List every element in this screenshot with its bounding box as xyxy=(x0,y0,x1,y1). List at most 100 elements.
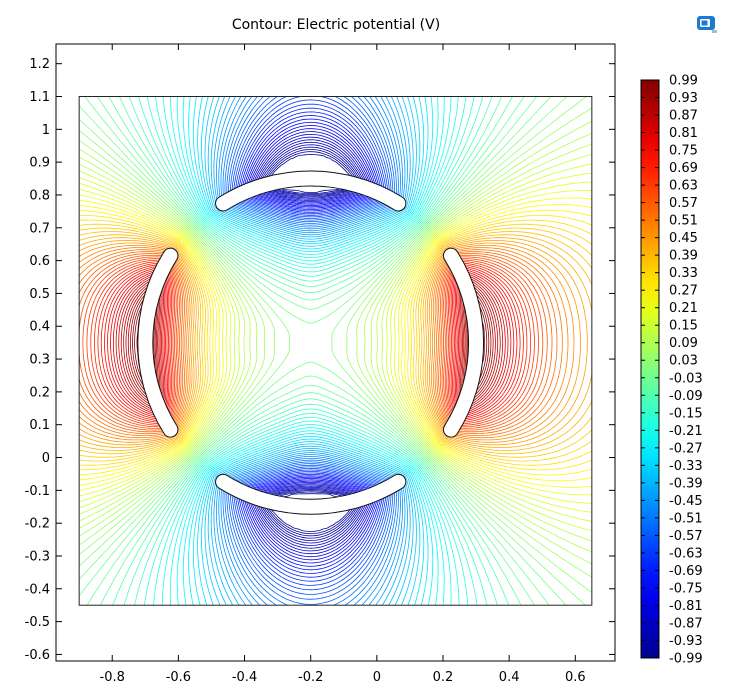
colorbar-tick-label: -0.57 xyxy=(669,529,703,544)
contour-line xyxy=(79,237,592,448)
colorbar-tick-label: -0.21 xyxy=(669,424,703,439)
colorbar-tick-label: -0.69 xyxy=(669,564,703,579)
y-tick-label: 0.4 xyxy=(29,320,50,335)
y-tick-label: -0.4 xyxy=(25,582,50,597)
contour-line xyxy=(79,143,592,542)
colorbar-tick-label: 0.51 xyxy=(669,214,698,229)
contour-line xyxy=(79,240,588,446)
contour-line xyxy=(90,261,531,425)
contour-line xyxy=(134,291,488,395)
colorbar-tick-label: -0.63 xyxy=(669,546,703,561)
contour-line xyxy=(79,181,592,504)
contour-line xyxy=(79,154,592,532)
contour-line xyxy=(204,96,417,606)
chart-title: Contour: Electric potential (V) xyxy=(231,17,441,33)
contour-line xyxy=(188,96,434,606)
contour-line xyxy=(112,96,510,606)
contour-line xyxy=(79,204,592,482)
colorbar-tick-label: 0.57 xyxy=(669,196,698,211)
colorbar-tick-label: 0.03 xyxy=(669,354,698,369)
contour-line xyxy=(79,96,586,606)
electrodes xyxy=(137,170,485,515)
y-tick-label: 0.3 xyxy=(29,353,50,368)
x-tick-label: -0.4 xyxy=(232,670,257,685)
graphics-window-icon[interactable] xyxy=(694,12,720,36)
colorbar-tick-label: 0.99 xyxy=(669,74,698,89)
contour-line xyxy=(104,266,518,419)
contour-line xyxy=(256,141,366,544)
colorbar-tick-label: 0.39 xyxy=(669,249,698,264)
y-axis-ticks: 1.2 1.1 1 0.9 0.8 0.7 0.6 0.5 0.4 0.3 0.2 0.1 0 -0.1 -… xyxy=(25,57,615,663)
y-tick-label: -0.1 xyxy=(25,484,50,499)
contour-line xyxy=(176,96,445,606)
x-tick-label: 0.2 xyxy=(433,670,454,685)
contour-line xyxy=(216,96,406,606)
y-tick-label: -0.6 xyxy=(25,648,50,663)
contour-line xyxy=(143,96,478,606)
contour-line xyxy=(79,96,592,593)
colorbar-tick-label: 0.87 xyxy=(669,109,698,124)
x-tick-label: -0.6 xyxy=(166,670,191,685)
contour-line xyxy=(79,197,592,488)
contour-line xyxy=(207,96,414,606)
y-tick-label: 1.1 xyxy=(29,90,50,105)
colorbar-tick-label: -0.09 xyxy=(669,389,703,404)
colorbar-tick-label: 0.21 xyxy=(669,301,698,316)
axes-frame xyxy=(55,43,616,662)
contour-line xyxy=(169,96,452,606)
colorbar: 0.99 0.93 0.87 0.81 0.75 0.69 0.63 0.57 0.51 0.45… xyxy=(640,74,703,667)
contour-line xyxy=(79,223,592,462)
colorbar-tick-label: 0.27 xyxy=(669,284,698,299)
contour-line xyxy=(79,234,592,451)
x-tick-label: -0.2 xyxy=(298,670,323,685)
y-tick-label: 0.2 xyxy=(29,385,50,400)
contour-line xyxy=(97,263,524,422)
contour-line xyxy=(218,96,403,606)
y-tick-label: 0.5 xyxy=(29,287,50,302)
colorbar-tick-label: -0.03 xyxy=(669,371,703,386)
contour-line xyxy=(210,96,411,606)
colorbar-tick-label: 0.75 xyxy=(669,144,698,159)
contour-line xyxy=(79,107,592,578)
y-tick-label: 0.8 xyxy=(29,188,50,203)
colorbar-tick-label: 0.93 xyxy=(669,91,698,106)
y-tick-label: 0.9 xyxy=(29,156,50,171)
contour-line xyxy=(261,149,360,537)
contour-line xyxy=(79,209,592,476)
x-tick-label: -0.8 xyxy=(100,670,125,685)
contour-line xyxy=(153,96,469,606)
contour-line xyxy=(213,96,408,606)
colorbar-tick-label: 0.33 xyxy=(669,266,698,281)
colorbar-tick-label: -0.45 xyxy=(669,494,703,509)
colorbar-tick-label: 0.63 xyxy=(669,179,698,194)
y-tick-label: -0.5 xyxy=(25,615,50,630)
colorbar-tick-label: -0.87 xyxy=(669,616,703,631)
colorbar-tick-label: -0.33 xyxy=(669,459,703,474)
colorbar-tick-label: -0.27 xyxy=(669,441,703,456)
contour-line xyxy=(79,96,567,606)
colorbar-tick-label: -0.15 xyxy=(669,406,703,421)
contour-line xyxy=(201,96,421,606)
contour-line xyxy=(161,96,460,606)
contour-line xyxy=(79,215,592,471)
x-tick-label: 0 xyxy=(373,670,381,685)
contour-line xyxy=(94,262,528,423)
contour-line xyxy=(79,231,592,455)
x-tick-label: 0.6 xyxy=(565,670,586,685)
y-tick-label: 1 xyxy=(42,123,50,138)
y-tick-label: 0 xyxy=(42,451,50,466)
contour-line xyxy=(123,96,498,606)
y-tick-label: 1.2 xyxy=(29,57,50,72)
contour-line xyxy=(79,227,592,458)
colorbar-tick-label: 0.69 xyxy=(669,161,698,176)
contour-line xyxy=(79,253,553,433)
contour-line xyxy=(228,96,394,605)
contour-line xyxy=(229,96,392,600)
x-tick-label: 0.4 xyxy=(499,670,520,685)
contour-line xyxy=(79,132,592,553)
colorbar-tick-label: -0.51 xyxy=(669,511,703,526)
colorbar-tick-label: 0.45 xyxy=(669,231,698,246)
contour-line xyxy=(86,96,535,606)
contour-line xyxy=(134,96,488,606)
